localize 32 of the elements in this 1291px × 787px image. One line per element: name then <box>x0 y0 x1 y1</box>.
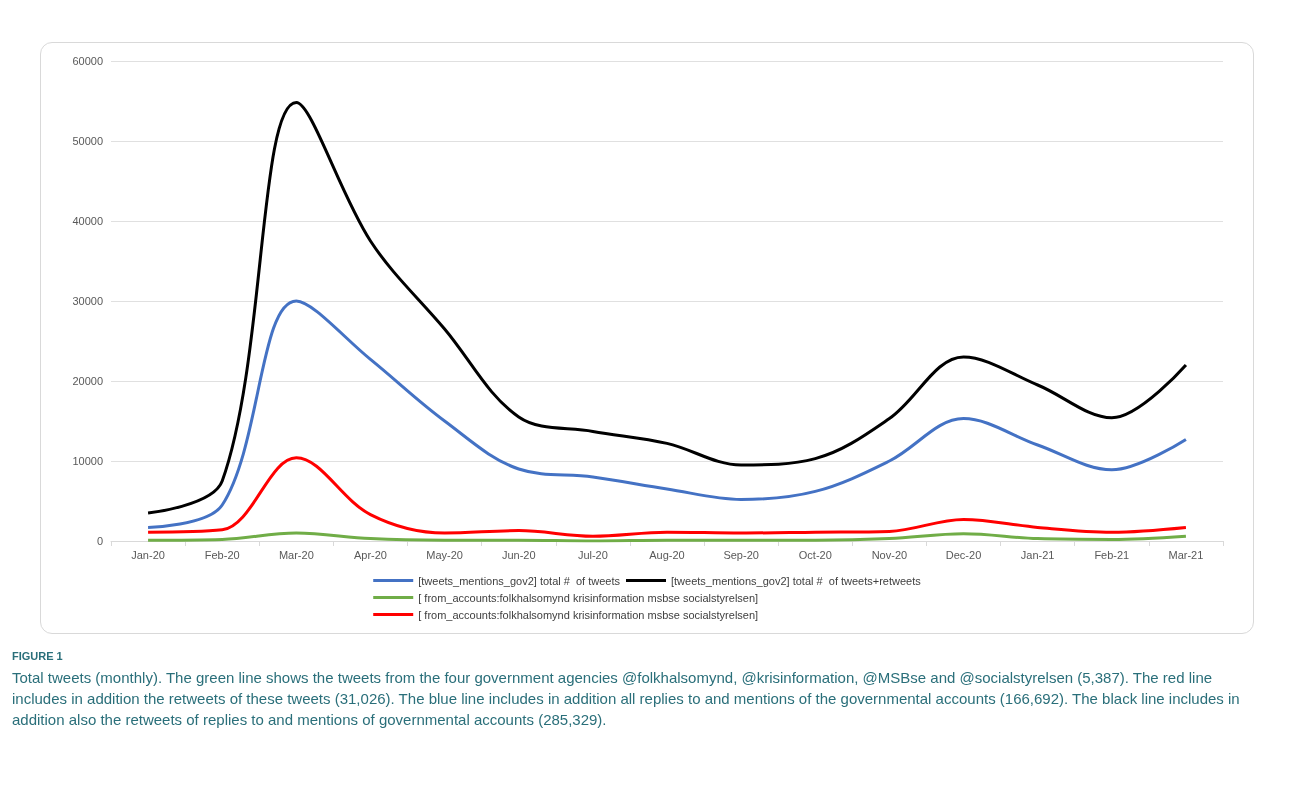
x-tick-label: Oct-20 <box>798 548 832 561</box>
x-tick-label: Mar-20 <box>278 548 314 561</box>
x-tick-label: Apr-20 <box>353 548 387 561</box>
x-tick-label: Nov-20 <box>871 548 908 561</box>
y-tick-label: 30000 <box>72 295 103 307</box>
line-series <box>146 101 1188 515</box>
x-tick-label: Jun-20 <box>501 548 536 561</box>
x-tick-label: Jan-20 <box>131 548 165 561</box>
y-tick-label: 60000 <box>72 55 103 67</box>
x-tick-label: Feb-21 <box>1094 548 1130 561</box>
y-tick-label: 50000 <box>72 135 103 147</box>
line-series <box>146 531 1188 543</box>
y-tick-label: 20000 <box>72 375 103 387</box>
line-series <box>146 456 1188 538</box>
legend-label: [ from_accounts:folkhalsomynd krisinformation msbse socialstyrelsen] <box>418 591 759 604</box>
x-tick-label: May-20 <box>426 548 463 561</box>
text: FIGURE 1 <box>12 650 63 662</box>
y-tick-label: 10000 <box>72 455 103 467</box>
x-tick-label: Jul-20 <box>577 548 608 561</box>
y-tick-label: 40000 <box>72 215 103 227</box>
legend-label: [tweets_mentions_gov2] total # of tweets <box>418 574 621 587</box>
x-tick-label: Mar-21 <box>1168 548 1204 561</box>
legend-label: [tweets_mentions_gov2] total # of tweets+retweets <box>671 574 922 587</box>
text: Total tweets (monthly). The green line shows the tweets from the four government agencies @folkhalsomynd, @krisinformation, @MSBse and @socialstyrelsen (5,387). The red line includes in addition the retweets of these tweets (31,026). The blue line includes in addition all replies to and mentions of the governmental accounts (166,692). The black line includes in addition also the retweets of replies to and mentions of governmental accounts (285,329). <box>12 668 1241 730</box>
y-tick-label: 0 <box>96 535 103 547</box>
x-tick-label: Feb-20 <box>204 548 240 561</box>
x-tick-label: Aug-20 <box>649 548 685 561</box>
x-tick-label: Dec-20 <box>945 548 982 561</box>
line-series <box>146 299 1188 529</box>
x-tick-label: Jan-21 <box>1020 548 1055 561</box>
legend-label: [ from_accounts:folkhalsomynd krisinformation msbse socialstyrelsen] <box>418 608 759 621</box>
x-tick-label: Sep-20 <box>723 548 759 561</box>
